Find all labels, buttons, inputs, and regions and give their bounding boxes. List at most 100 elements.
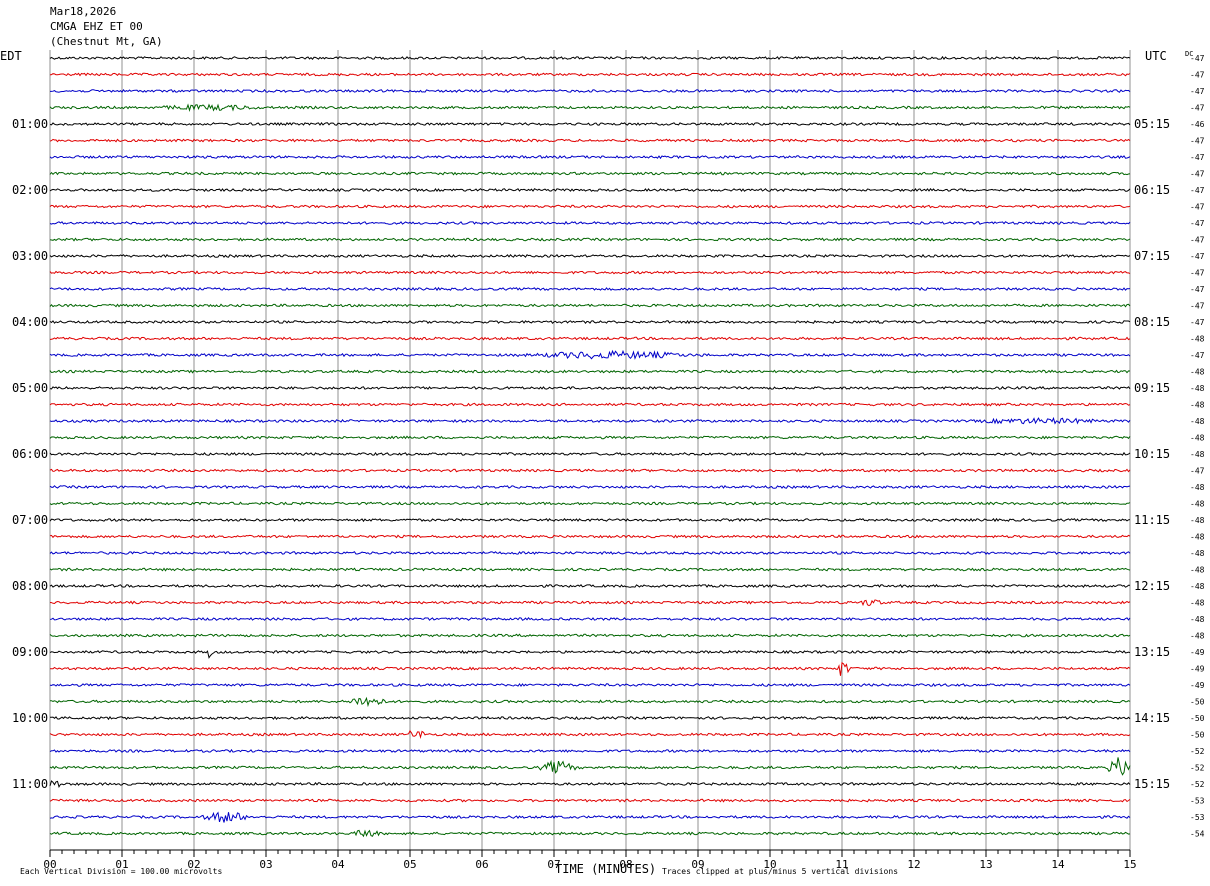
dc-offset-label: -48 bbox=[1190, 599, 1205, 608]
left-hour-label: 11:00 bbox=[12, 777, 48, 791]
x-tick-label: 13 bbox=[979, 858, 992, 871]
dc-offset-label: -47 bbox=[1190, 285, 1205, 294]
seismic-trace bbox=[49, 649, 1131, 659]
right-hour-label: 12:15 bbox=[1134, 579, 1170, 593]
x-tick-label: 04 bbox=[331, 858, 345, 871]
seismic-traces bbox=[49, 55, 1131, 838]
x-tick-label: 03 bbox=[259, 858, 272, 871]
seismic-trace bbox=[49, 617, 1131, 621]
right-hour-label: 11:15 bbox=[1134, 513, 1170, 527]
seismic-trace bbox=[49, 661, 1131, 676]
seismic-trace bbox=[49, 584, 1130, 589]
seismic-trace bbox=[49, 171, 1131, 176]
seismic-trace bbox=[49, 780, 1131, 789]
seismic-trace bbox=[49, 517, 1131, 523]
dc-offset-label: -48 bbox=[1190, 417, 1205, 426]
dc-offset-label: -48 bbox=[1190, 516, 1205, 525]
seismic-trace bbox=[49, 715, 1131, 721]
dc-offset-label: -47 bbox=[1190, 318, 1205, 327]
seismic-trace bbox=[49, 829, 1131, 838]
seismic-trace bbox=[49, 319, 1131, 325]
seismic-trace bbox=[49, 551, 1131, 556]
seismic-trace bbox=[49, 369, 1131, 374]
dc-offset-label: -50 bbox=[1190, 731, 1205, 740]
x-tick-label: 15 bbox=[1123, 858, 1136, 871]
dc-offset-label: -47 bbox=[1190, 186, 1205, 195]
right-hour-label: 08:15 bbox=[1134, 315, 1170, 329]
seismic-trace bbox=[49, 811, 1131, 823]
station-code: CMGA EHZ ET 00 bbox=[50, 20, 143, 33]
dc-offset-label: -47 bbox=[1190, 170, 1205, 179]
seismic-trace bbox=[50, 88, 1131, 93]
seismic-trace bbox=[49, 72, 1131, 77]
dc-offset-label: -47 bbox=[1190, 236, 1205, 245]
dc-offset-label: -48 bbox=[1190, 368, 1205, 377]
seismic-trace bbox=[49, 55, 1131, 60]
dc-offset-label: -47 bbox=[1190, 54, 1205, 63]
seismic-trace bbox=[49, 386, 1131, 390]
seismic-trace bbox=[49, 757, 1131, 776]
x-tick-label: 01 bbox=[115, 858, 128, 871]
right-hour-label: 13:15 bbox=[1134, 645, 1170, 659]
dc-offset-label: -47 bbox=[1190, 104, 1205, 113]
dc-offset-label: -48 bbox=[1190, 335, 1205, 344]
seismic-trace bbox=[49, 253, 1131, 258]
dc-offset-label: -48 bbox=[1190, 384, 1205, 393]
dc-offset-label: -50 bbox=[1190, 714, 1205, 723]
seismic-trace bbox=[49, 270, 1131, 275]
seismic-trace bbox=[49, 567, 1131, 572]
left-hour-label: 02:00 bbox=[12, 183, 48, 197]
dc-offset-label: -48 bbox=[1190, 450, 1205, 459]
dc-offset-label: -47 bbox=[1190, 137, 1205, 146]
left-hour-label: 05:00 bbox=[12, 381, 48, 395]
right-hour-label: 05:15 bbox=[1134, 117, 1170, 131]
dc-offset-label: -47 bbox=[1190, 269, 1205, 278]
dc-offset-label: -52 bbox=[1190, 747, 1205, 756]
dc-offset-label: -48 bbox=[1190, 533, 1205, 542]
x-tick-label: 05 bbox=[403, 858, 416, 871]
seismic-trace bbox=[49, 484, 1131, 489]
dc-offset-label: -47 bbox=[1190, 219, 1205, 228]
right-hour-label: 07:15 bbox=[1134, 249, 1170, 263]
seismic-trace bbox=[49, 220, 1131, 225]
left-timezone-label: EDT bbox=[0, 49, 22, 63]
seismic-trace bbox=[49, 633, 1131, 638]
x-tick-label: 02 bbox=[187, 858, 200, 871]
dc-offset-label: -47 bbox=[1190, 87, 1205, 96]
seismic-trace bbox=[49, 286, 1131, 292]
dc-offset-label: -54 bbox=[1190, 830, 1205, 839]
left-hour-label: 03:00 bbox=[12, 249, 48, 263]
seismic-trace bbox=[49, 303, 1131, 308]
seismic-trace bbox=[49, 468, 1131, 473]
seismic-trace bbox=[49, 798, 1131, 803]
dc-offset-label: -47 bbox=[1190, 302, 1205, 311]
right-hour-label: 09:15 bbox=[1134, 381, 1170, 395]
seismic-trace bbox=[49, 729, 1131, 739]
dc-offset-label: -47 bbox=[1190, 351, 1205, 360]
x-tick-label: 00 bbox=[43, 858, 56, 871]
dc-offset-label: -47 bbox=[1190, 153, 1205, 162]
dc-offset-label: -50 bbox=[1190, 698, 1205, 707]
dc-offset-label: -48 bbox=[1190, 582, 1205, 591]
seismic-trace bbox=[49, 349, 1131, 360]
dc-offset-label: -48 bbox=[1190, 632, 1205, 641]
seismic-trace bbox=[49, 204, 1131, 209]
left-hour-label: 08:00 bbox=[12, 579, 48, 593]
x-tick-label: 09 bbox=[691, 858, 704, 871]
seismic-trace bbox=[49, 187, 1131, 192]
dc-offset-label: -48 bbox=[1190, 434, 1205, 443]
dc-offset-header: DC bbox=[1185, 50, 1193, 58]
dc-offset-label: -47 bbox=[1190, 252, 1205, 261]
x-tick-label: 12 bbox=[907, 858, 920, 871]
dc-offset-label: -52 bbox=[1190, 764, 1205, 773]
seismic-trace bbox=[49, 237, 1131, 242]
seismic-trace bbox=[49, 336, 1131, 341]
left-hour-label: 09:00 bbox=[12, 645, 48, 659]
seismic-trace bbox=[49, 599, 1131, 607]
dc-offset-label: -48 bbox=[1190, 483, 1205, 492]
seismic-trace bbox=[49, 138, 1131, 143]
dc-offset-label: -53 bbox=[1190, 813, 1205, 822]
seismic-trace bbox=[49, 451, 1131, 456]
left-hour-label: 07:00 bbox=[12, 513, 48, 527]
